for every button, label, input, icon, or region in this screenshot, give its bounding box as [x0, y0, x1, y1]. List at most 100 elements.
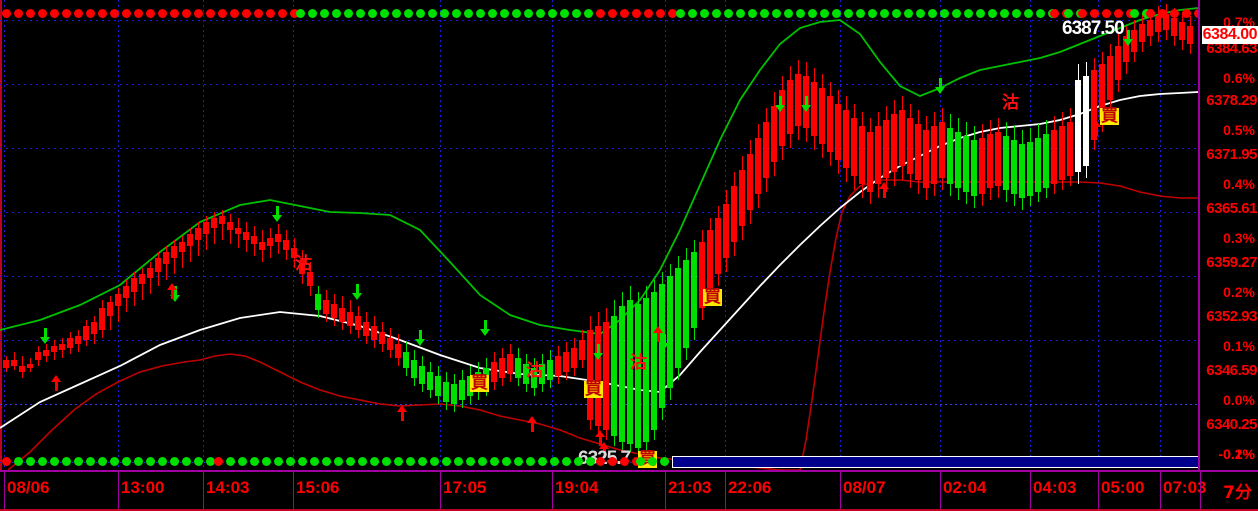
trend-dot [512, 9, 521, 18]
buy-marker: 買 [1100, 106, 1119, 126]
candle-body [283, 240, 289, 250]
candle-body [1115, 46, 1121, 80]
candle-body [499, 358, 505, 378]
trend-dot [266, 9, 275, 18]
time-tick-label: 19:04 [555, 478, 599, 497]
trend-dot [688, 9, 697, 18]
candle-body [963, 136, 969, 192]
percent-tick-label: 0.5% [1223, 122, 1255, 138]
arrow-head [879, 182, 889, 189]
upper-band-line [0, 7, 1199, 335]
candle-body [387, 338, 393, 350]
scrollbar-thumb[interactable] [672, 456, 1200, 468]
trend-dot [308, 9, 317, 18]
percent-tick-label: 0.1% [1223, 338, 1255, 354]
candle-body [1091, 70, 1097, 140]
plot-right-border [1198, 0, 1200, 470]
trend-dot [278, 9, 287, 18]
trend-dot [586, 457, 595, 466]
buy-marker: 買 [584, 379, 603, 399]
candle-body [579, 340, 585, 360]
price-chart-plot-area[interactable]: 沽買沽買沽買買沽買 6387.506325.7 [0, 0, 1200, 470]
price-axis[interactable]: 0.7% 0.6% 0.5% 0.4% 0.3% 0.2% 0.1% 0.0% -0.1% -0.… [1200, 0, 1258, 487]
horizontal-scrollbar[interactable] [0, 456, 1200, 470]
candle-body [715, 218, 721, 274]
trend-dot [632, 9, 641, 18]
time-tick-label: 15:06 [296, 478, 340, 497]
price-tick-label: 6384.63 [1206, 40, 1257, 57]
trend-dot [1050, 9, 1059, 18]
percent-tick-label: 0.0% [1223, 392, 1255, 408]
trend-dot [254, 9, 263, 18]
time-axis-separator [725, 472, 726, 509]
time-axis[interactable]: 08/06 13:00 14:03 15:06 17:05 19:04 21:03 22:06… [0, 470, 1258, 511]
candle-body [419, 366, 425, 384]
trend-dot [428, 9, 437, 18]
candle-body [643, 298, 649, 442]
candle-body [611, 316, 617, 436]
arrow-shaft [419, 330, 422, 339]
trend-dot [940, 9, 949, 18]
candle-body [403, 352, 409, 368]
current-price-tag: 6384.00 [1201, 26, 1258, 44]
candle-body [707, 230, 713, 288]
trend-dot [1064, 9, 1073, 18]
candle-body [987, 134, 993, 188]
trend-dot [14, 9, 23, 18]
trend-dot [86, 457, 95, 466]
candle-body [147, 268, 153, 278]
trend-dot [62, 457, 71, 466]
arrow-shaft [531, 423, 534, 432]
trend-dot [320, 9, 329, 18]
trend-dot [772, 9, 781, 18]
candle-body [1019, 144, 1025, 198]
arrow-shaft [597, 344, 600, 353]
trend-dot [274, 457, 283, 466]
candle-body [747, 154, 753, 210]
trend-dot [158, 9, 167, 18]
candle-body [531, 368, 537, 388]
trend-dot [442, 457, 451, 466]
candle-body [411, 360, 417, 378]
time-axis-separator [118, 472, 119, 509]
candle-body [739, 170, 745, 226]
candle-body [867, 132, 873, 192]
candle-body [755, 138, 761, 194]
arrow-head [775, 105, 785, 112]
arrow-head [480, 329, 490, 336]
time-axis-top-rule [0, 470, 1258, 472]
trend-dot [146, 457, 155, 466]
trend-dot [38, 457, 47, 466]
candle-body [763, 122, 769, 178]
arrow-shaft [883, 189, 886, 198]
horizontal-gridline [0, 84, 1200, 85]
timeframe-label[interactable]: 7分 [1223, 483, 1252, 503]
candle-body [811, 82, 817, 136]
time-axis-separator [203, 472, 204, 509]
trend-dot [668, 9, 677, 18]
vertical-gridline [203, 0, 204, 470]
candle-body [259, 242, 265, 250]
trend-dot [636, 457, 645, 466]
trend-dot [620, 457, 629, 466]
time-axis-separator [1030, 472, 1031, 509]
percent-tick-label: 0.6% [1223, 70, 1255, 86]
candle-body [979, 138, 985, 194]
candle-body [19, 366, 25, 372]
trend-dot [760, 9, 769, 18]
sell-marker: 沽 [1002, 93, 1019, 113]
trend-dot [478, 457, 487, 466]
trend-dot [524, 9, 533, 18]
arrow-shaft [44, 328, 47, 337]
arrow-shaft [939, 78, 942, 87]
time-axis-bottom-rule [0, 509, 1258, 511]
candle-body [43, 350, 49, 356]
trend-dot [122, 9, 131, 18]
trend-dot [584, 9, 593, 18]
candle-body [291, 248, 297, 258]
candle-body [203, 222, 209, 234]
trend-dot [110, 457, 119, 466]
candle-body [859, 126, 865, 184]
trend-dot [928, 9, 937, 18]
vertical-gridline [1098, 0, 1099, 470]
